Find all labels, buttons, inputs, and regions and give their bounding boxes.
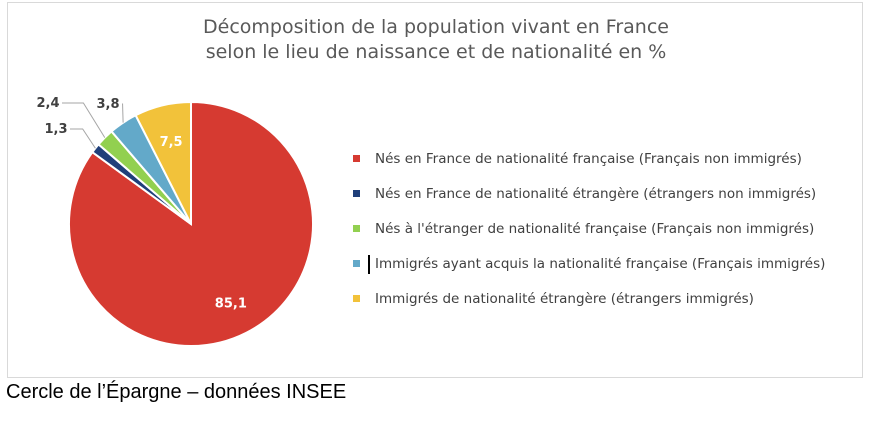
- pie-chart: 85,1 1,3 2,4 3,8 7,5: [36, 96, 314, 347]
- legend-swatch-4: [353, 295, 360, 302]
- legend-label-2: Nés à l'étranger de nationalité français…: [375, 221, 815, 237]
- legend-label-1: Nés en France de nationalité étrangère (…: [375, 186, 817, 202]
- data-label-4: 7,5: [160, 135, 183, 150]
- legend-swatch-0: [353, 155, 360, 162]
- chart-title: Décomposition de la population vivant en…: [8, 15, 864, 65]
- chart-title-line-2: selon le lieu de naissance et de nationa…: [205, 41, 667, 63]
- leader-line-1: [70, 128, 96, 149]
- data-label-0: 85,1: [215, 296, 247, 311]
- legend-label-4: Immigrés de nationalité étrangère (étran…: [375, 291, 754, 307]
- source-note: Cercle de l’Épargne – données INSEE: [6, 381, 347, 403]
- chart-frame: Décomposition de la population vivant en…: [7, 2, 863, 378]
- legend-swatch-1: [353, 190, 360, 197]
- data-label-3: 3,8: [96, 97, 119, 112]
- chart-title-line-1: Décomposition de la population vivant en…: [203, 16, 669, 38]
- text-cursor: [368, 255, 370, 274]
- legend-swatch-2: [353, 225, 360, 232]
- leader-line-3: [122, 103, 124, 123]
- legend-label-0: Nés en France de nationalité française (…: [375, 151, 802, 167]
- data-label-1: 1,3: [44, 122, 67, 137]
- legend-swatch-3: [353, 260, 360, 267]
- legend-label-3: Immigrés ayant acquis la nationalité fra…: [375, 256, 826, 272]
- data-label-2: 2,4: [36, 96, 59, 111]
- pie-slice-4: [134, 100, 192, 225]
- leader-line-2: [62, 102, 106, 138]
